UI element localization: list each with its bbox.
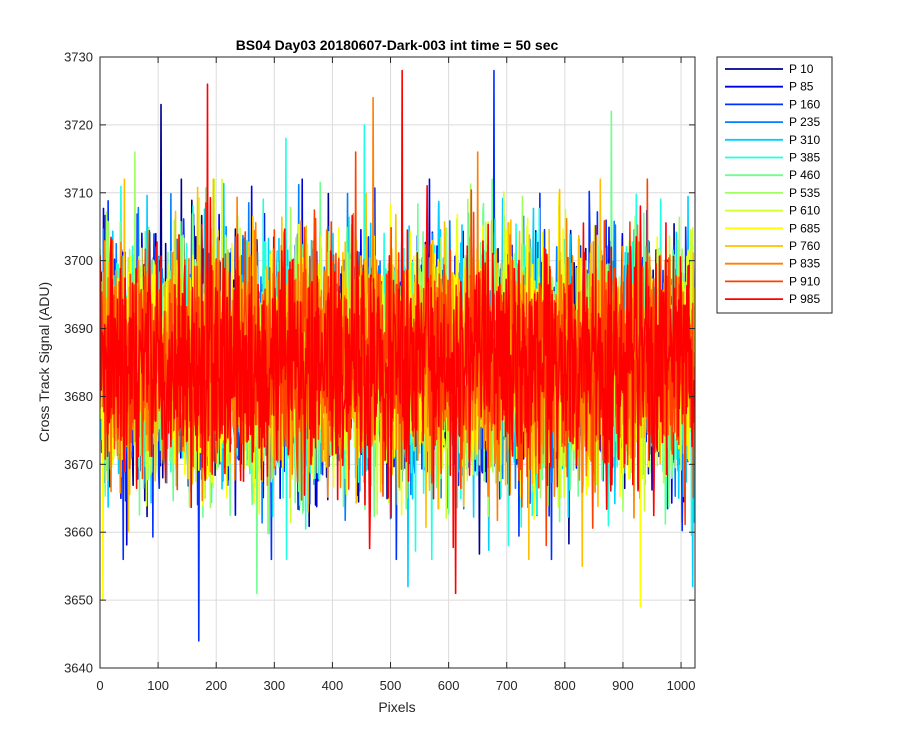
- y-axis: 3640 3650 3660 3670 3680 3690 3700 3710 3720 3730: [64, 50, 695, 676]
- legend-label: P 835: [789, 257, 820, 271]
- x-axis-label: Pixels: [378, 699, 415, 715]
- y-tick-label: 3650: [64, 593, 93, 608]
- x-tick-label: 0: [96, 678, 103, 693]
- y-tick-label: 3730: [64, 50, 93, 65]
- x-tick-label: 1000: [667, 678, 696, 693]
- y-axis-label: Cross Track Signal (ADU): [36, 282, 52, 442]
- y-tick-label: 3720: [64, 117, 93, 132]
- legend-label: P 10: [789, 62, 814, 76]
- x-axis: 0 100 200 300 400 500 600 700 800 900 1000: [96, 57, 696, 693]
- y-tick-label: 3660: [64, 525, 93, 540]
- series-line: [100, 69, 695, 595]
- y-tick-label: 3640: [64, 661, 93, 676]
- legend-label: P 910: [789, 274, 820, 288]
- x-tick-label: 900: [612, 678, 634, 693]
- legend-label: P 235: [789, 115, 820, 129]
- x-tick-label: 300: [263, 678, 285, 693]
- legend-box: [716, 56, 833, 314]
- x-tick-label: 500: [380, 678, 402, 693]
- x-tick-label: 100: [147, 678, 169, 693]
- legend-label: P 460: [789, 168, 820, 182]
- y-tick-label: 3670: [64, 457, 93, 472]
- x-tick-label: 600: [438, 678, 460, 693]
- legend: P 10 P 85 P 160 P 235 P 310 P 385 P 460 P 535 P …: [716, 56, 833, 314]
- legend-label: P 85: [789, 80, 814, 94]
- y-tick-label: 3690: [64, 321, 93, 336]
- legend-label: P 685: [789, 221, 820, 235]
- y-tick-label: 3710: [64, 185, 93, 200]
- legend-label: P 310: [789, 133, 820, 147]
- series-layer: [100, 69, 695, 642]
- chart-title: BS04 Day03 20180607-Dark-003 int time = …: [236, 37, 559, 53]
- legend-label: P 760: [789, 239, 820, 253]
- legend-label: P 385: [789, 151, 820, 165]
- legend-label: P 985: [789, 292, 820, 306]
- x-tick-label: 200: [205, 678, 227, 693]
- plot-frame: [99, 56, 696, 669]
- x-tick-label: 700: [496, 678, 518, 693]
- legend-label: P 535: [789, 186, 820, 200]
- y-tick-label: 3700: [64, 253, 93, 268]
- legend-label: P 160: [789, 97, 820, 111]
- x-tick-label: 400: [322, 678, 344, 693]
- legend-label: P 610: [789, 204, 820, 218]
- x-tick-label: 800: [554, 678, 576, 693]
- y-tick-label: 3680: [64, 389, 93, 404]
